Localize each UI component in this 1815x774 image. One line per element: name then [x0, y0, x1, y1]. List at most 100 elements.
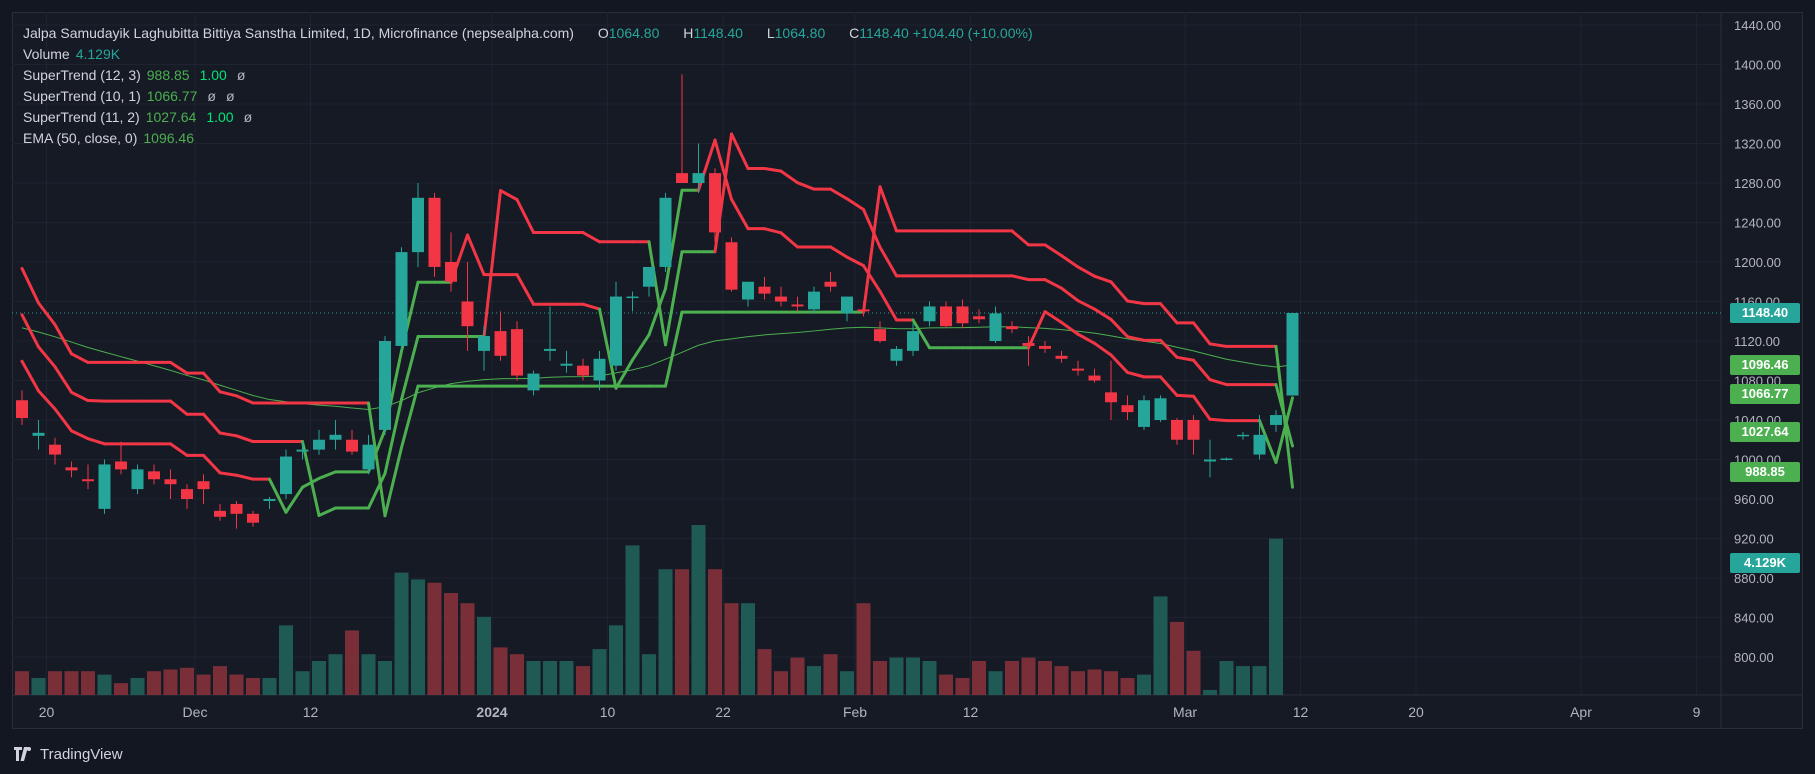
supertrend-11-2-line	[878, 245, 898, 278]
volume-bar	[1087, 669, 1102, 695]
supertrend-10-1-line	[1109, 353, 1129, 374]
supertrend-11-2-line	[664, 250, 684, 347]
candle-body	[956, 306, 969, 324]
supertrend-12-3-line	[383, 446, 403, 518]
x-tick-label: 10	[600, 704, 616, 720]
y-tick-label: 1440.00	[1734, 18, 1781, 33]
volume-bar	[1120, 678, 1135, 695]
candle-body	[1138, 400, 1150, 427]
volume-bar	[675, 569, 689, 695]
volume-bar	[691, 525, 706, 695]
candle-body	[1253, 434, 1266, 455]
candle-body	[824, 281, 837, 287]
supertrend-12-3-line	[218, 390, 238, 398]
volume-bar	[873, 661, 887, 695]
candle-body	[1237, 434, 1249, 437]
y-tick-label: 1240.00	[1734, 216, 1781, 231]
supertrend-10-1-null-2: ø	[225, 88, 235, 104]
supertrend-10-1-line	[647, 287, 667, 337]
candle-body	[758, 286, 771, 294]
supertrend-10-1-line	[1027, 310, 1047, 350]
candle-body	[115, 461, 127, 470]
supertrend-12-3-label: SuperTrend (12, 3)	[23, 67, 141, 83]
supertrend-11-2-line	[1093, 307, 1113, 321]
supertrend-10-1-line	[1093, 341, 1113, 357]
candle-body	[164, 479, 177, 485]
volume-bar	[1021, 657, 1036, 695]
supertrend-10-1-line	[86, 437, 106, 446]
supertrend-11-2-line	[400, 335, 420, 401]
supertrend-11-2-null: ø	[243, 109, 253, 125]
candle-body	[131, 469, 144, 490]
volume-bar	[856, 603, 871, 695]
volume-bar	[1038, 661, 1052, 695]
supertrend-11-2-line	[499, 189, 519, 202]
volume-bar	[774, 671, 788, 695]
volume-bar	[1104, 671, 1118, 695]
open-value: 1064.80	[608, 25, 660, 41]
supertrend-11-2-line	[515, 198, 535, 235]
supertrend-12-3-value: 988.85	[146, 67, 190, 83]
volume-bar	[807, 666, 821, 695]
supertrend-10-1-line	[1258, 419, 1278, 464]
volume-bar	[1054, 666, 1069, 695]
supertrend-11-2-line	[1159, 338, 1179, 359]
supertrend-11-2-line	[730, 132, 750, 171]
volume-bar	[988, 671, 1003, 695]
supertrend-10-1-line	[581, 302, 601, 311]
supertrend-12-3-line	[235, 394, 255, 405]
volume-bar	[724, 603, 739, 695]
supertrend-10-1-line	[829, 245, 849, 259]
legend-supertrend-11-2[interactable]: SuperTrend (11, 2) 1027.64 1.00 ø	[23, 107, 1033, 128]
candle-body	[659, 197, 672, 267]
candle-body	[1171, 420, 1183, 440]
candle-body	[494, 331, 507, 356]
close-value: 1148.40	[859, 25, 909, 41]
candle-body	[49, 444, 61, 455]
candle-body	[1039, 345, 1051, 349]
candle-body	[775, 296, 787, 302]
candle-body	[214, 510, 226, 517]
supertrend-10-1-line	[862, 264, 882, 293]
ema-value: 1096.46	[143, 130, 194, 146]
legend-ema[interactable]: EMA (50, close, 0) 1096.46	[23, 128, 1033, 149]
legend-supertrend-10-1[interactable]: SuperTrend (10, 1) 1066.77 ø ø	[23, 86, 1033, 107]
supertrend-11-2-line	[20, 313, 40, 349]
supertrend-10-1-line	[713, 138, 733, 201]
volume-bar	[642, 654, 656, 695]
volume-value: 4.129K	[75, 46, 121, 62]
supertrend-11-2-line	[647, 240, 667, 347]
supertrend-11-2-line	[1208, 378, 1228, 387]
x-tick-label: 12	[303, 704, 319, 720]
volume-bar	[444, 593, 458, 695]
volume-bar	[229, 674, 244, 695]
supertrend-11-2-extra: 1.00	[206, 109, 234, 125]
supertrend-10-1-line	[1076, 332, 1096, 345]
candle-body	[181, 489, 193, 499]
supertrend-12-3-null: ø	[236, 67, 246, 83]
legend-volume[interactable]: Volume 4.129K	[23, 44, 1033, 65]
brand-name[interactable]: TradingView	[40, 745, 123, 763]
supertrend-11-2-line	[1010, 274, 1030, 282]
y-tick-label: 1360.00	[1734, 97, 1781, 112]
candle-body	[808, 291, 820, 310]
candle-body	[593, 358, 606, 381]
x-tick-label: 20	[1408, 704, 1424, 720]
candle-body	[32, 432, 45, 436]
volume-bar	[411, 579, 425, 695]
supertrend-10-1-line	[911, 318, 931, 350]
volume-bar	[576, 666, 590, 695]
legend-supertrend-12-3[interactable]: SuperTrend (12, 3) 988.85 1.00 ø	[23, 65, 1033, 86]
candle-body	[412, 197, 424, 253]
supertrend-11-2-line	[763, 167, 783, 173]
supertrend-12-3-line	[1043, 243, 1063, 258]
candle-body	[362, 444, 375, 470]
volume-bar	[493, 647, 508, 695]
supertrend-10-1-price-tag: 1066.77	[1730, 384, 1800, 404]
x-tick-label: Feb	[843, 704, 867, 720]
supertrend-10-1-line	[37, 389, 57, 411]
supertrend-11-2-line	[1060, 286, 1080, 303]
supertrend-10-1-line	[284, 485, 304, 514]
candle-body	[82, 479, 94, 482]
